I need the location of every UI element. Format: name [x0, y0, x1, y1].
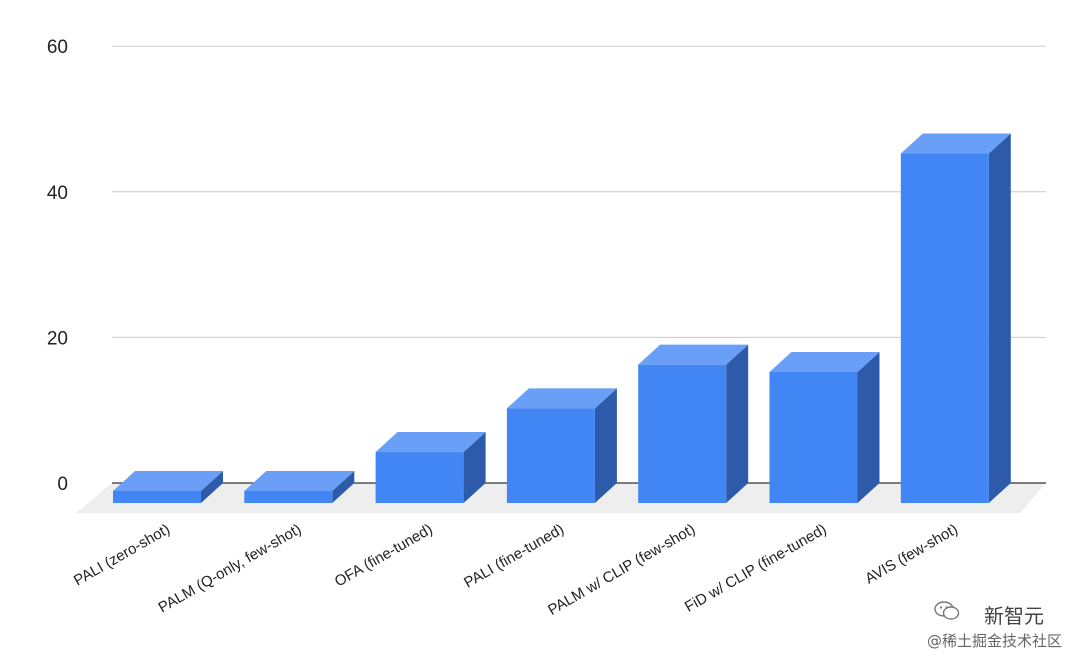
bars [113, 133, 1011, 503]
bar-side-0 [201, 471, 223, 503]
bar-1 [244, 471, 355, 503]
wechat-icon [934, 601, 960, 620]
bar-side-6 [988, 133, 1011, 503]
x-tick-label-1: PALM (Q-only, few-shot) [156, 521, 305, 617]
bar-side-5 [857, 351, 880, 503]
gridlines [112, 45, 1046, 338]
bar-top-2 [375, 432, 486, 453]
bar-0 [113, 471, 223, 503]
bar-front-0 [113, 491, 201, 503]
bar-top-0 [113, 471, 223, 491]
bar-top-5 [769, 351, 880, 372]
watermark-main: 新智元 [984, 604, 1044, 628]
watermark-sub: @稀土掘金技术社区 [926, 632, 1062, 650]
bar-top-4 [638, 344, 749, 365]
bar-front-5 [769, 371, 858, 503]
bar-front-2 [375, 452, 464, 503]
y-axis-ticks: 0 20 40 60 [47, 37, 68, 495]
y-tick-label-20: 20 [47, 328, 68, 349]
x-tick-label-4: PALM w/ CLIP (few-shot) [545, 521, 698, 619]
bar-top-1 [244, 471, 355, 491]
bar-front-1 [244, 491, 333, 503]
x-tick-label-5: FiD w/ CLIP (fine-tuned) [682, 521, 830, 616]
y-tick-label-60: 60 [47, 37, 68, 58]
x-tick-label-6: AVIS (few-shot) [862, 521, 960, 588]
bar-2 [375, 432, 486, 503]
y-tick-label-0: 0 [57, 474, 68, 495]
bar-side-4 [726, 344, 749, 503]
bar-front-6 [900, 153, 989, 503]
bar-side-2 [463, 432, 486, 503]
bar-5 [769, 351, 880, 503]
y-tick-label-40: 40 [47, 183, 68, 204]
bar-4 [638, 344, 749, 503]
bar-3 [506, 388, 617, 503]
bar-front-3 [506, 408, 595, 503]
bar-front-4 [638, 364, 727, 503]
x-axis-ticks: PALI (zero-shot)PALM (Q-only, few-shot) O… [71, 521, 961, 619]
x-tick-label-3: PALI (fine-tuned) [461, 521, 567, 592]
bar-top-3 [506, 388, 617, 409]
bar-top-6 [900, 133, 1011, 154]
bar-6 [900, 133, 1011, 503]
bar-side-1 [332, 471, 355, 503]
bar-side-3 [594, 388, 617, 503]
x-tick-label-2: OFA (fine-tuned) [332, 521, 436, 591]
x-tick-label-0: PALI (zero-shot) [71, 521, 173, 590]
